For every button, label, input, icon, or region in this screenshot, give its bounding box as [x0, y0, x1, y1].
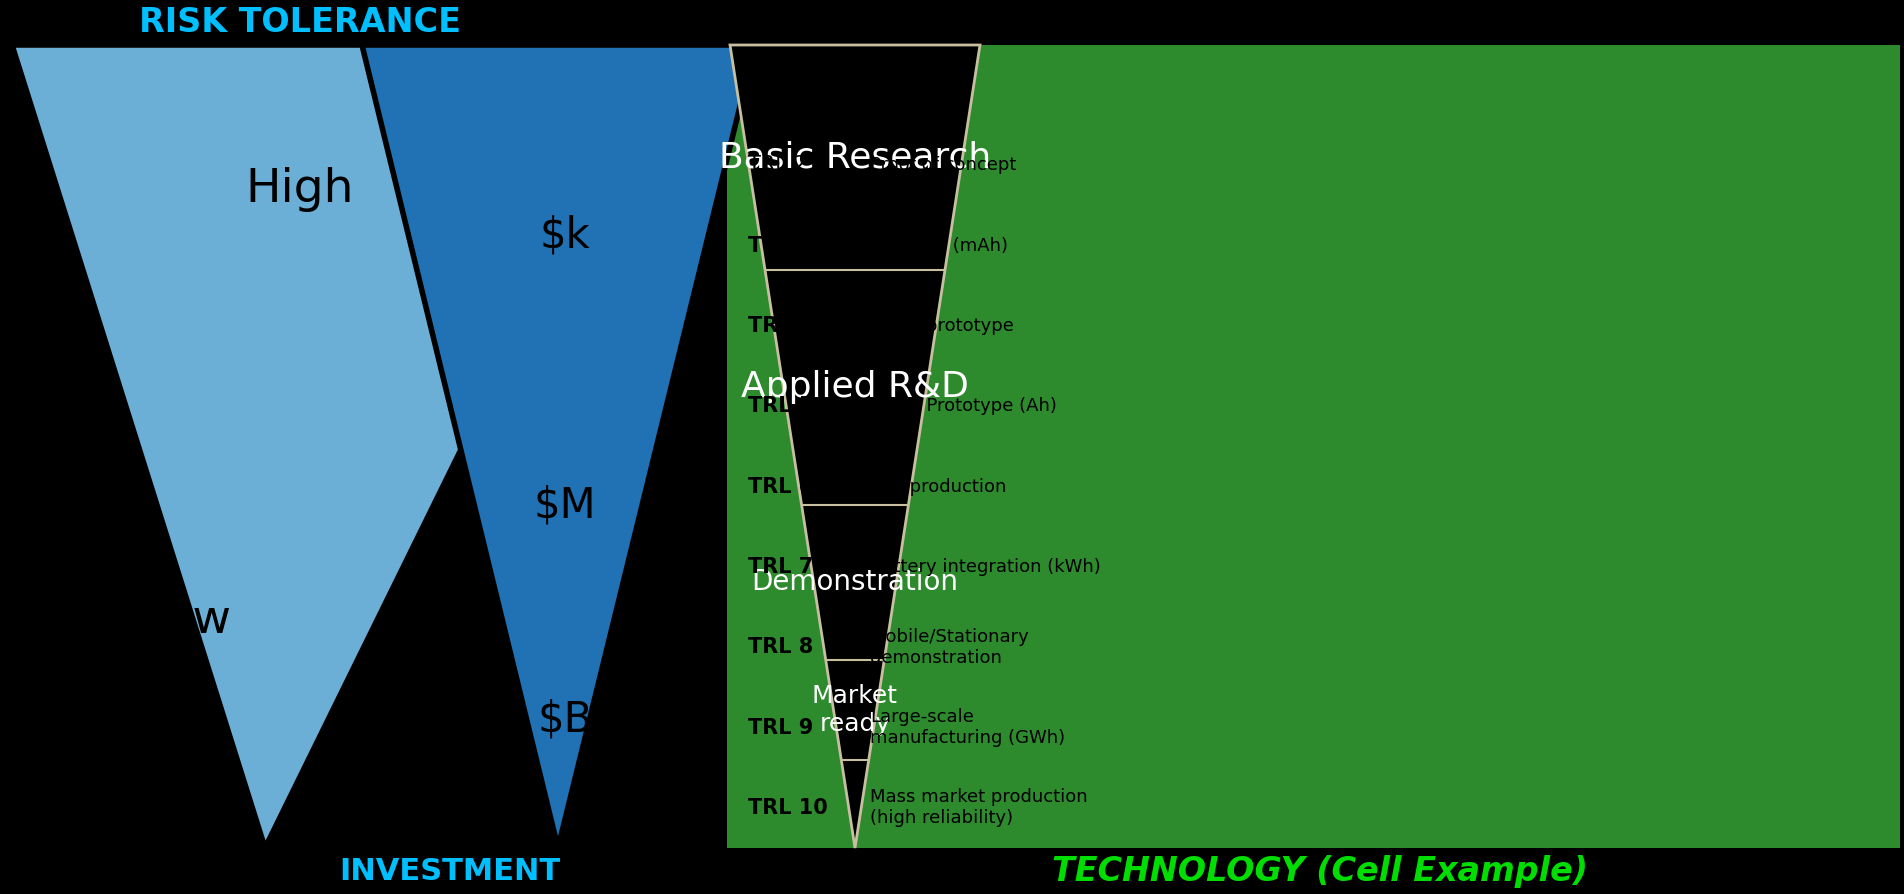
Text: TRL 10: TRL 10: [748, 797, 828, 818]
Text: Small prototype: Small prototype: [870, 317, 1013, 335]
Polygon shape: [11, 45, 661, 848]
Text: Coin cell (mAh): Coin cell (mAh): [870, 237, 1007, 255]
Text: TECHNOLOGY (Cell Example): TECHNOLOGY (Cell Example): [1053, 856, 1588, 889]
Polygon shape: [729, 45, 981, 848]
Text: TRL 4: TRL 4: [748, 316, 813, 336]
Text: Low: Low: [139, 597, 232, 643]
Text: Battery integration (kWh): Battery integration (kWh): [870, 558, 1101, 576]
Text: Mass market production
(high reliability): Mass market production (high reliability…: [870, 789, 1087, 827]
Text: $B: $B: [537, 699, 592, 741]
Text: TRL 2: TRL 2: [748, 156, 807, 175]
Text: Idea: Idea: [870, 76, 908, 94]
Text: $k: $k: [539, 214, 590, 256]
Text: TRL 6: TRL 6: [748, 477, 813, 497]
Text: Large Prototype (Ah): Large Prototype (Ah): [870, 397, 1057, 416]
Text: Cell production: Cell production: [870, 477, 1007, 495]
Text: Applied R&D: Applied R&D: [741, 370, 969, 404]
Polygon shape: [362, 45, 756, 848]
Text: INVESTMENT: INVESTMENT: [339, 857, 560, 887]
Text: TRL 3: TRL 3: [748, 236, 813, 256]
Text: TRL 9: TRL 9: [748, 718, 813, 738]
Text: Market
ready: Market ready: [811, 684, 899, 736]
Text: TRL 7: TRL 7: [748, 557, 813, 577]
Text: TRL 1: TRL 1: [748, 75, 807, 95]
Text: RISK TOLERANCE: RISK TOLERANCE: [139, 5, 461, 38]
Text: TRL 5: TRL 5: [748, 396, 813, 417]
Text: High: High: [246, 167, 354, 213]
Text: $M: $M: [533, 484, 596, 526]
Text: Proof of concept: Proof of concept: [870, 156, 1017, 174]
Text: Demonstration: Demonstration: [752, 569, 958, 596]
Text: TRL 8: TRL 8: [748, 637, 813, 657]
Text: Basic Research: Basic Research: [720, 140, 992, 174]
Text: Large-scale
manufacturing (GWh): Large-scale manufacturing (GWh): [870, 708, 1064, 747]
Text: Mobile/Stationary
demonstration: Mobile/Stationary demonstration: [870, 628, 1028, 667]
Bar: [727, 45, 1900, 848]
